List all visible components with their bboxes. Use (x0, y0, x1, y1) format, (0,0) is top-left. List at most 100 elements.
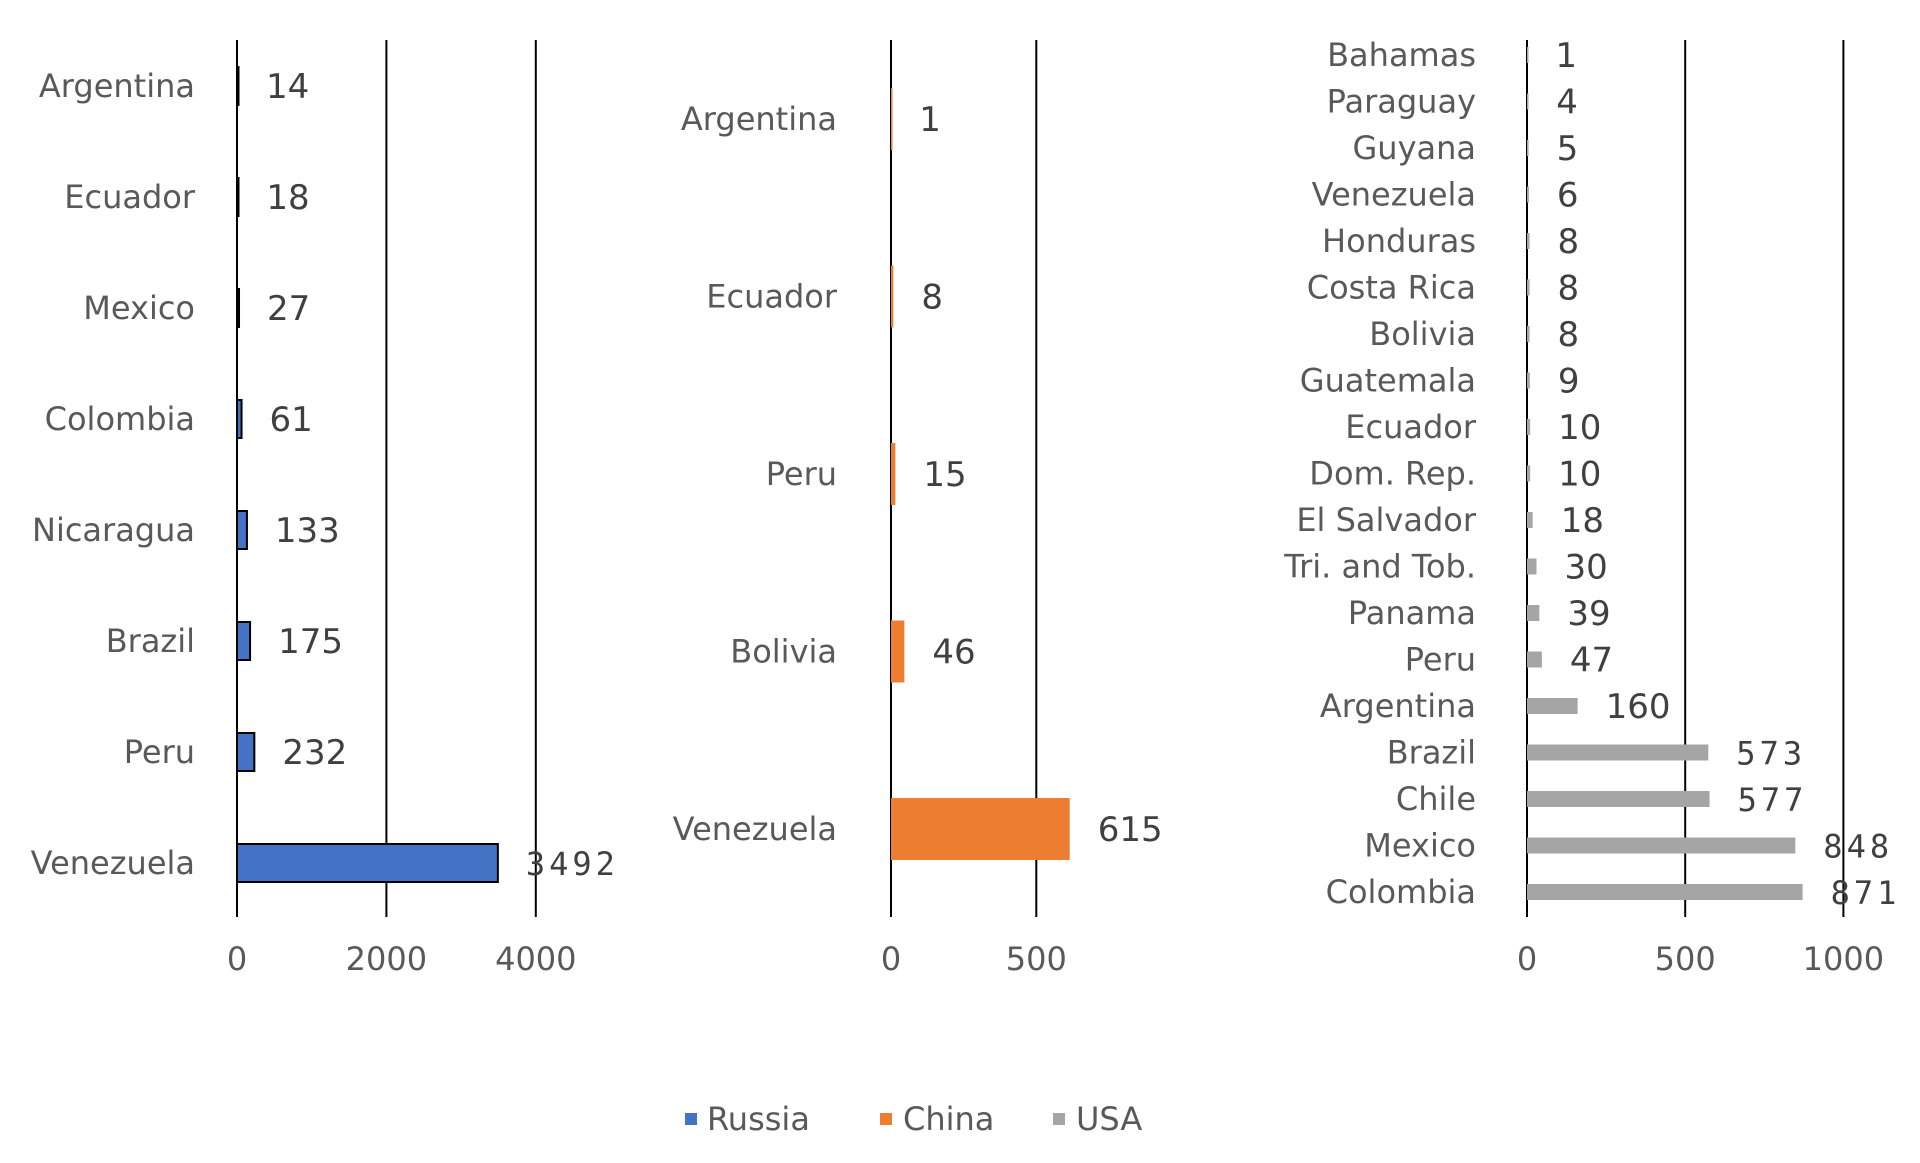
usa-bar (1527, 372, 1530, 389)
russia-x-tick-label: 0 (227, 940, 247, 978)
usa-bar (1527, 884, 1803, 900)
usa-category-label: Paraguay (1327, 83, 1476, 121)
china-bar (891, 88, 893, 150)
russia-category-label: Argentina (39, 67, 195, 105)
usa-value-label: 5 (1557, 129, 1579, 169)
usa-bar (1527, 698, 1578, 714)
usa-bar (1527, 233, 1530, 249)
usa-bar (1527, 47, 1529, 63)
russia-value-label: 61 (270, 400, 313, 440)
china-value-label: 46 (932, 633, 975, 673)
usa-bar (1527, 558, 1537, 575)
russia-bar (236, 399, 243, 439)
usa-x-tick-label: 0 (1517, 940, 1537, 978)
usa-bar (1527, 93, 1529, 110)
russia-value-label: 232 (282, 733, 347, 773)
russia-category-label: Peru (124, 733, 195, 771)
usa-bar (1527, 140, 1529, 156)
china-value-label: 8 (921, 278, 943, 318)
usa-category-label: Costa Rica (1307, 269, 1476, 307)
russia-value-label: 27 (267, 289, 310, 329)
usa-category-label: Colombia (1326, 873, 1476, 911)
usa-value-label: 10 (1558, 455, 1601, 495)
usa-category-label: Venezuela (1312, 176, 1476, 214)
legend-label-china: China (903, 1100, 994, 1138)
usa-category-label: Argentina (1320, 687, 1476, 725)
usa-value-label: 160 (1606, 687, 1671, 727)
china-value-label: 15 (923, 455, 966, 495)
usa-category-label: Peru (1405, 641, 1476, 679)
usa-value-label: 577 (1738, 781, 1808, 819)
usa-bar (1527, 791, 1710, 807)
usa-bar (1527, 186, 1529, 203)
usa-bar (1527, 744, 1709, 761)
usa-x-tick-label: 500 (1655, 940, 1716, 978)
russia-category-label: Mexico (83, 289, 195, 327)
usa-bar (1527, 419, 1531, 435)
russia-bar (236, 288, 241, 328)
usa-value-label: 39 (1567, 594, 1610, 634)
legend-label-russia: Russia (707, 1100, 810, 1138)
usa-category-label: Mexico (1364, 827, 1476, 865)
russia-bar (236, 843, 499, 883)
usa-category-label: Chile (1396, 780, 1476, 818)
usa-value-label: 18 (1561, 501, 1604, 541)
china-bar (891, 265, 894, 328)
russia-bar (236, 177, 240, 217)
china-category-label: Argentina (681, 100, 837, 138)
usa-value-label: 9 (1558, 362, 1580, 402)
legend-swatch-russia (685, 1113, 697, 1125)
china-category-label: Bolivia (730, 633, 837, 671)
usa-bar (1527, 605, 1540, 621)
russia-bar (236, 732, 256, 772)
usa-value-label: 8 (1558, 269, 1580, 309)
russia-category-label: Ecuador (64, 178, 196, 216)
russia-category-label: Colombia (45, 400, 195, 438)
russia-value-label: 133 (275, 511, 340, 551)
usa-value-label: 8 (1558, 222, 1580, 262)
usa-category-label: Guyana (1352, 129, 1476, 167)
russia-x-tick-label: 2000 (346, 940, 427, 978)
usa-bar (1527, 512, 1533, 528)
usa-value-label: 47 (1570, 641, 1613, 681)
usa-category-label: Guatemala (1300, 362, 1476, 400)
russia-bar (236, 621, 252, 661)
china-category-label: Peru (766, 455, 837, 493)
usa-category-label: Honduras (1322, 222, 1476, 260)
russia-value-label: 14 (266, 67, 309, 107)
russia-x-tick-label: 4000 (495, 940, 576, 978)
russia-bar (236, 66, 240, 106)
usa-value-label: 6 (1557, 176, 1579, 216)
usa-value-label: 10 (1558, 408, 1601, 448)
usa-bar (1527, 837, 1796, 854)
china-category-label: Venezuela (673, 810, 837, 848)
china-x-tick-label: 0 (881, 940, 901, 978)
legend-swatch-china (880, 1113, 892, 1125)
usa-category-label: El Salvador (1296, 501, 1477, 539)
russia-value-label: 3492 (526, 845, 619, 883)
usa-bar (1527, 465, 1531, 482)
usa-value-label: 8 (1558, 315, 1580, 355)
legend-swatch-usa (1053, 1113, 1065, 1125)
china-x-tick-label: 500 (1006, 940, 1067, 978)
china-value-label: 1 (919, 100, 941, 140)
legend-label-usa: USA (1076, 1100, 1142, 1138)
usa-value-label: 1 (1555, 36, 1577, 76)
usa-category-label: Ecuador (1345, 408, 1477, 446)
usa-value-label: 30 (1564, 548, 1607, 588)
usa-bar (1527, 279, 1530, 296)
russia-chart-panel: 0 2000 4000 Argentina 14 Ecuador 18 Mexico 27 Col… (31, 40, 619, 978)
usa-value-label: 871 (1831, 874, 1901, 912)
china-bar (891, 798, 1070, 860)
russia-category-label: Brazil (106, 622, 195, 660)
usa-category-label: Panama (1348, 594, 1476, 632)
usa-chart-panel: 0 500 1000 Bahamas 1 Paraguay 4 Guyana 5 Venezuel… (1283, 36, 1901, 978)
usa-bar (1527, 326, 1530, 342)
china-chart-panel: 0 500 Argentina 1 Ecuador 8 Peru 15 Bolivia 46 Ven… (673, 40, 1163, 978)
china-value-label: 615 (1098, 810, 1163, 850)
usa-value-label: 573 (1736, 735, 1806, 773)
russia-category-label: Venezuela (31, 844, 195, 882)
russia-category-label: Nicaragua (32, 511, 195, 549)
usa-bar (1527, 651, 1542, 668)
